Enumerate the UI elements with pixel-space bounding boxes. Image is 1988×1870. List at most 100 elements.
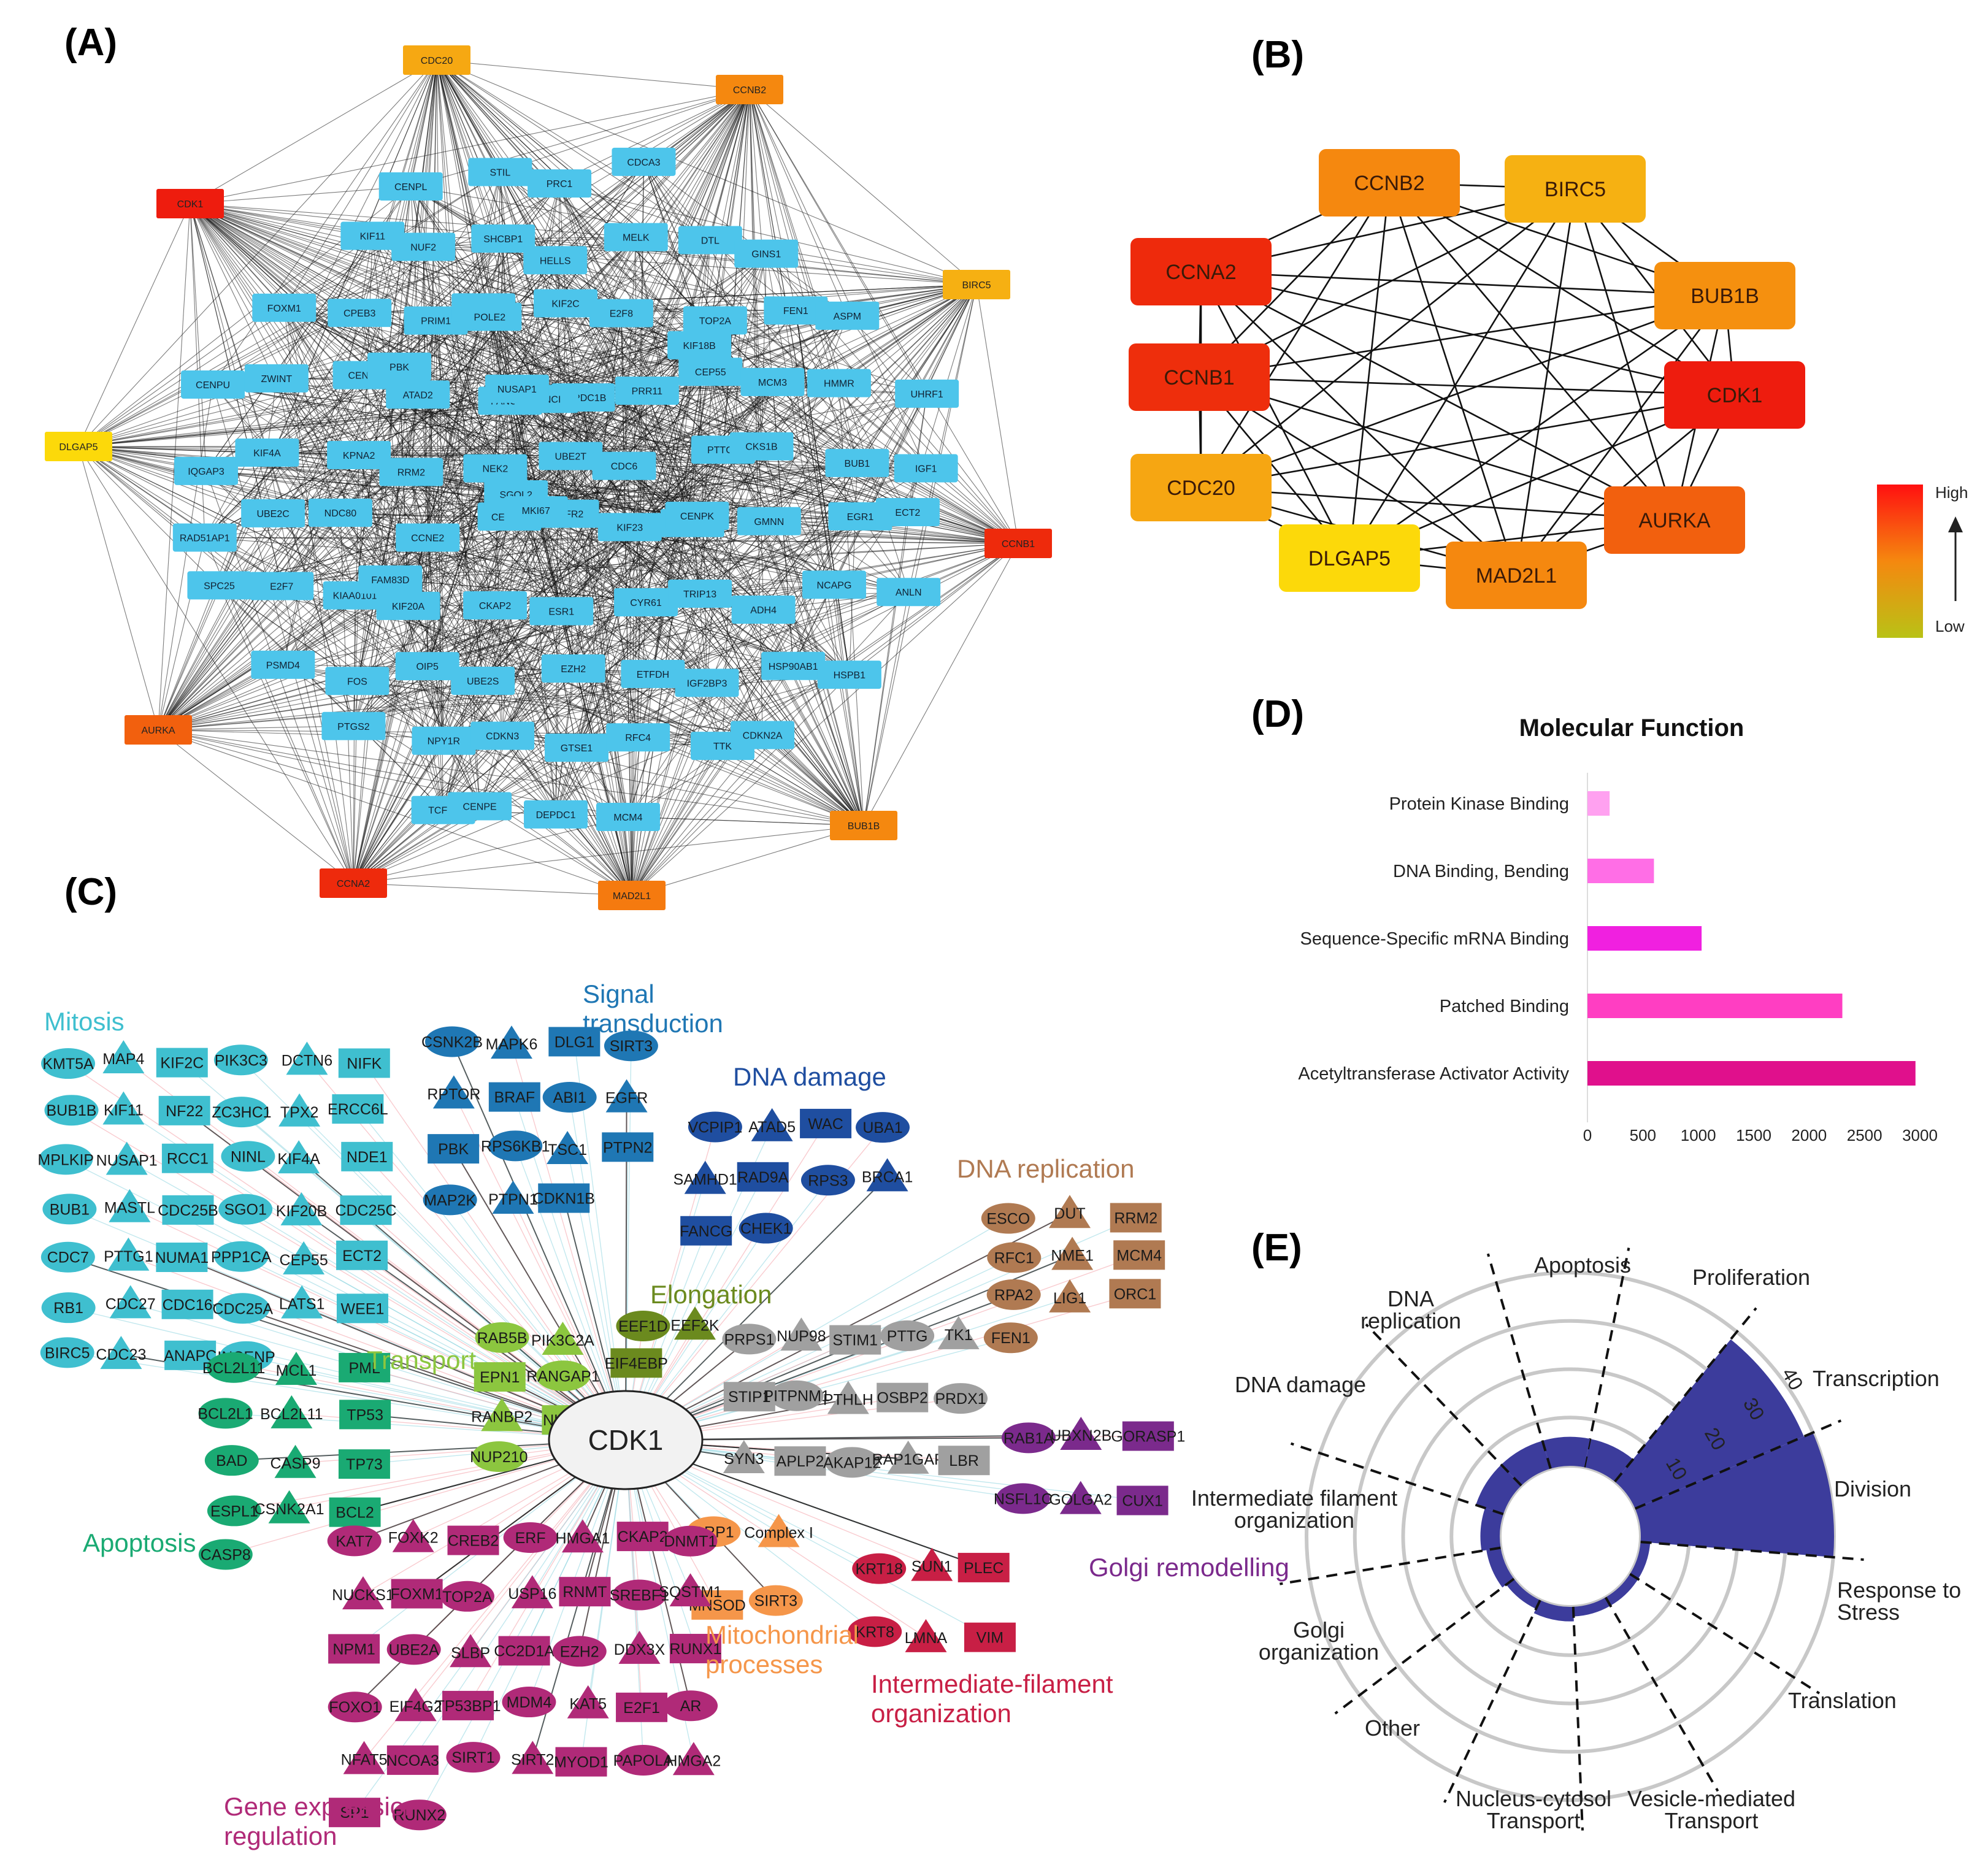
edge [699, 593, 864, 826]
node-label: E2F1 [623, 1699, 660, 1717]
node-label: CSNK2B [421, 1034, 483, 1051]
edge [364, 375, 764, 610]
gene-node-ptgs2 [321, 711, 386, 740]
gene-node-label: FOXM1 [267, 304, 301, 314]
gene-node-hmmr [807, 369, 871, 397]
edge [410, 89, 750, 187]
hub-node-label: CCNB2 [733, 85, 766, 96]
node-label: CDC16 [163, 1297, 213, 1314]
gene-node-label: PSMD4 [266, 661, 300, 671]
group-title: DNA replication [957, 1154, 1134, 1183]
polar-divider [1604, 1596, 1719, 1792]
gene-node-cpeb3 [328, 299, 392, 328]
node-kif4a [278, 1140, 320, 1174]
gene-node-label: GMNN [754, 517, 784, 527]
node-label: PRPS1 [724, 1331, 774, 1348]
ring-tick-label: 40 [1778, 1364, 1808, 1394]
category-label: Sequence-Specific mRNA Binding [1300, 929, 1569, 949]
node-label: EEF2K [670, 1317, 720, 1334]
node-ptpn1 [492, 1181, 534, 1214]
edge [749, 89, 840, 383]
gene-node-label: CDKN2A [743, 730, 783, 741]
node-pml [339, 1352, 391, 1382]
node-label: WEE1 [341, 1300, 385, 1317]
gene-node-nusap1 [485, 374, 549, 403]
polar-bar-9 [1480, 1508, 1503, 1551]
node-pik3c2a [542, 1322, 584, 1355]
panel-b-label: (B) [1251, 34, 1304, 76]
edge [749, 89, 977, 285]
hub-node-mad2l1 [598, 881, 666, 910]
node-label: PTPN2 [603, 1139, 653, 1156]
hub-node-dlgap5 [1279, 524, 1420, 592]
node-label: RAP1GAP [872, 1451, 945, 1468]
edge [272, 513, 723, 746]
edge [546, 303, 566, 399]
edge [625, 1439, 1143, 1501]
gene-node-cdkn3 [470, 721, 535, 750]
gene-node-cyr61 [614, 588, 678, 616]
gene-node-label: EGR1 [847, 512, 874, 523]
node-mastl [109, 1189, 151, 1222]
edge [78, 238, 504, 447]
gene-node-label: SPC25 [204, 581, 235, 591]
polar-divider [1365, 1323, 1522, 1487]
node-label: TP53BP1 [436, 1698, 501, 1715]
node-foxo1 [328, 1692, 382, 1723]
hub-node-label: AURKA [1638, 509, 1710, 532]
edge [766, 253, 858, 464]
edge [576, 516, 861, 748]
edge [190, 203, 711, 372]
node-plec [958, 1552, 1010, 1582]
node-label: KAT7 [336, 1533, 373, 1550]
node-label: MAPK6 [486, 1036, 538, 1053]
edge [276, 378, 391, 580]
node-rap1gap [887, 1440, 929, 1474]
edge [839, 383, 908, 513]
node-prps1 [722, 1324, 777, 1355]
gene-node-label: CEP55 [695, 367, 726, 378]
node-ercc6l [332, 1094, 384, 1124]
node-fancg [680, 1216, 732, 1246]
edge [353, 237, 637, 884]
edge [205, 236, 373, 472]
node-kif11 [102, 1091, 145, 1125]
edge [158, 366, 400, 730]
edge [631, 673, 653, 896]
hub-node-mad2l1 [1446, 542, 1587, 609]
node-wac [800, 1108, 852, 1138]
edge [158, 543, 1019, 730]
gene-node-zwint [244, 364, 309, 393]
hub-node-birc5 [1505, 155, 1646, 223]
edge [631, 468, 927, 896]
edge [509, 516, 835, 585]
edge [78, 446, 354, 884]
edge [766, 253, 927, 469]
category-label: Acetyltransferase Activator Activity [1298, 1064, 1569, 1084]
node-rnmt [559, 1577, 611, 1607]
gene-node-bub1 [825, 448, 889, 477]
hub-node-ccnb2 [716, 75, 783, 104]
gene-node-mki67 [504, 496, 568, 525]
edge [479, 284, 977, 807]
edge [1200, 182, 1391, 488]
edge [219, 472, 412, 586]
edge [158, 729, 354, 884]
edge [78, 247, 424, 447]
node-label: PRDX1 [935, 1390, 986, 1408]
edge [576, 466, 625, 748]
sector-label: organization [1234, 1508, 1354, 1533]
edge [627, 593, 700, 818]
edge [353, 516, 861, 727]
node-label: CDC7 [47, 1249, 89, 1266]
panel-d-bar-chart: Molecular Function Protein Kinase Binding… [1298, 715, 1938, 1144]
edge [67, 1352, 626, 1441]
node-numa1 [156, 1243, 208, 1273]
hub-node-label: CCNB1 [1002, 539, 1035, 550]
gene-node-label: CDKN3 [486, 732, 519, 742]
gene-node-rfc4 [606, 723, 670, 752]
edge [276, 186, 412, 379]
edge [863, 512, 908, 826]
edge [282, 316, 490, 665]
edge [353, 186, 412, 884]
